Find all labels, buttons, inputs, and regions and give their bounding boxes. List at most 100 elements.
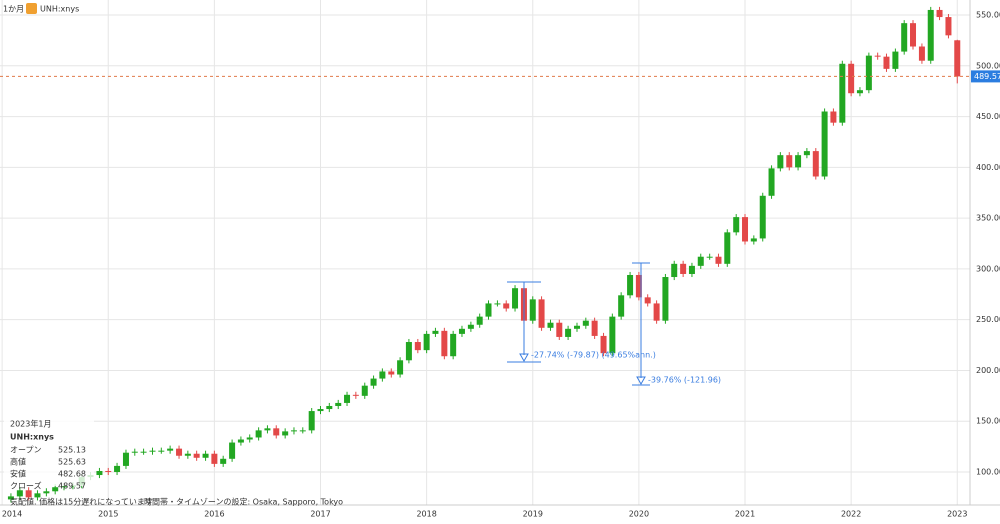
measure-label: -39.76% (-121.96) xyxy=(648,376,721,385)
x-tick-label: 2018 xyxy=(416,510,436,519)
candle-body xyxy=(290,430,297,432)
candle-body xyxy=(688,265,695,274)
candle-body xyxy=(149,450,156,452)
info-label: 高値 xyxy=(10,457,26,467)
candle-body xyxy=(591,320,598,336)
candle-body xyxy=(273,428,280,436)
info-box xyxy=(4,416,94,486)
candle-body xyxy=(176,448,183,456)
y-tick-label: 550.00 xyxy=(976,11,1000,20)
info-symbol: UNH:xnys xyxy=(10,433,54,442)
candle-body xyxy=(211,453,218,464)
y-tick-label: 150.00 xyxy=(976,417,1000,426)
candle-body xyxy=(370,378,377,386)
candle-body xyxy=(299,430,306,432)
candle-body xyxy=(25,490,32,498)
info-value: 482.68 xyxy=(58,470,86,479)
candle-body xyxy=(184,453,191,456)
y-tick-label: 200.00 xyxy=(976,366,1000,375)
candle-body xyxy=(140,451,147,453)
footer-note: 気配値. 価格は15分遅れになっています xyxy=(10,497,153,507)
info-label: 安値 xyxy=(10,469,26,479)
candle-body xyxy=(848,63,855,94)
candle-body xyxy=(945,17,952,36)
y-tick-label: 300.00 xyxy=(976,264,1000,273)
info-label: クローズ xyxy=(10,481,42,491)
candle-body xyxy=(246,437,253,440)
candle-body xyxy=(131,451,138,453)
candle-body xyxy=(34,493,41,498)
candle-body xyxy=(715,256,722,264)
candle-body xyxy=(653,303,660,321)
candle-body xyxy=(910,23,917,47)
badge[interactable] xyxy=(26,3,37,14)
candle-body xyxy=(52,487,59,492)
candle-body xyxy=(229,442,236,459)
info-value: 525.13 xyxy=(58,446,86,455)
candle-body xyxy=(618,295,625,317)
candle-body xyxy=(308,411,315,431)
last-price-box xyxy=(971,70,1000,83)
candle-body xyxy=(450,333,457,357)
candle-body xyxy=(503,303,510,309)
y-tick-label: 450.00 xyxy=(976,112,1000,121)
candle-body xyxy=(317,409,324,412)
candle-body xyxy=(264,428,271,431)
y-tick-label: 400.00 xyxy=(976,163,1000,172)
candle-body xyxy=(883,56,890,69)
candle-body xyxy=(237,439,244,443)
candle-body xyxy=(335,402,342,406)
candle-body xyxy=(644,297,651,304)
measure-1 xyxy=(507,281,541,363)
candle-body xyxy=(742,217,749,242)
candle-body xyxy=(105,470,112,472)
info-date: 2023年1月 xyxy=(10,419,51,429)
candle-body xyxy=(565,328,572,337)
candle-body xyxy=(812,151,819,177)
x-tick-label: 2020 xyxy=(629,510,649,519)
measure-label: -27.74% (-79.87) (49.65%ann.) xyxy=(531,351,656,360)
candle-body xyxy=(538,299,545,328)
candle-body xyxy=(529,299,536,321)
candle-body xyxy=(574,325,581,329)
candles xyxy=(7,6,961,503)
candle-body xyxy=(476,316,483,325)
candle-body xyxy=(114,465,121,472)
candle-body xyxy=(458,328,465,334)
x-tick-label: 2017 xyxy=(310,510,330,519)
candle-body xyxy=(494,303,501,305)
candle-body xyxy=(441,330,448,357)
candle-body xyxy=(423,333,430,351)
candle-body xyxy=(512,288,519,309)
info-value: 489.57 xyxy=(58,482,86,491)
candle-body xyxy=(830,111,837,123)
candle-body xyxy=(60,486,67,488)
candle-body xyxy=(547,322,554,328)
candle-body xyxy=(786,155,793,168)
info-label: オープン xyxy=(10,446,42,455)
x-tick-label: 2021 xyxy=(735,510,755,519)
candle-body xyxy=(16,490,23,497)
candle-body xyxy=(874,55,881,57)
candle-body xyxy=(627,274,634,296)
y-tick-label: 100.00 xyxy=(976,467,1000,476)
candle-body xyxy=(892,51,899,69)
x-tick-label: 2015 xyxy=(98,510,118,519)
candle-body xyxy=(865,55,872,91)
candle-body xyxy=(856,90,863,94)
candle-body xyxy=(795,155,802,168)
candle-body xyxy=(600,335,607,354)
candle-body xyxy=(122,452,129,466)
candle-body xyxy=(733,217,740,233)
interval[interactable]: 1か月 xyxy=(3,5,24,14)
candle-body xyxy=(43,491,50,494)
candle-body xyxy=(706,256,713,258)
candle-body xyxy=(556,322,563,337)
info-value: 525.63 xyxy=(58,458,86,467)
x-tick-label: 2014 xyxy=(2,510,22,519)
candle-body xyxy=(936,9,943,18)
candle-body xyxy=(662,277,669,321)
candle-body xyxy=(680,263,687,274)
